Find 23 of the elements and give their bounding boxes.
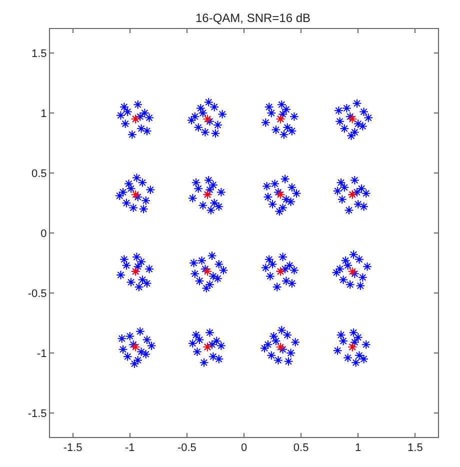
y-tick-label: 1.5 (32, 48, 47, 60)
point (202, 114, 212, 124)
x-tick-label: 0 (240, 442, 248, 454)
x-tick-label: 1 (355, 442, 362, 454)
x-tick-label: -0.5 (177, 442, 196, 454)
point (276, 342, 286, 352)
x-tick-label: -1.5 (63, 442, 82, 454)
y-tick-label: -1.5 (28, 408, 47, 420)
y-tick-label: 1 (40, 108, 47, 120)
x-tick-label: 0.5 (293, 442, 309, 454)
point (130, 342, 140, 352)
y-tick-label: 0 (40, 228, 47, 240)
point (348, 266, 358, 276)
point (130, 190, 140, 200)
y-tick-label: -1 (37, 348, 47, 360)
x-tick-label: 1.5 (408, 442, 423, 454)
chart-title: 16-QAM, SNR=16 dB (195, 11, 311, 26)
y-tick-label: -0.5 (28, 288, 47, 300)
point (348, 114, 358, 124)
point (276, 190, 286, 200)
y-tick-label: 0.5 (32, 168, 47, 180)
x-tick-label: -1 (124, 442, 135, 454)
point (202, 266, 212, 276)
